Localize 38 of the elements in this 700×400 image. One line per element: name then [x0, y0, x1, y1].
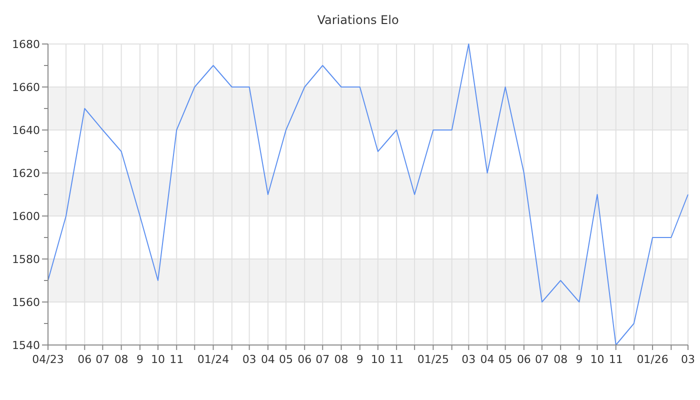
x-tick-label: 06 — [298, 353, 312, 366]
x-tick-label: 10 — [150, 353, 165, 366]
x-tick-label: 9 — [576, 353, 583, 366]
x-tick-label: 01/24 — [197, 353, 230, 366]
x-tick-label: 07 — [316, 353, 330, 366]
x-tick-label: 05 — [498, 353, 512, 366]
x-tick-label: 08 — [554, 353, 568, 366]
x-tick-label: 9 — [356, 353, 364, 366]
chart-title: Variations Elo — [317, 13, 399, 27]
x-tick-label: 03 — [681, 353, 695, 366]
x-tick-label: 9 — [136, 353, 144, 366]
x-tick-label: 08 — [334, 353, 348, 366]
y-tick-label: 1600 — [12, 210, 40, 223]
x-tick-label: 10 — [370, 353, 385, 366]
x-tick-label: 10 — [590, 353, 604, 366]
y-tick-label: 1640 — [12, 124, 40, 137]
x-tick-label: 04/23 — [32, 353, 64, 366]
x-tick-label: 05 — [278, 353, 293, 366]
y-tick-label: 1680 — [12, 38, 40, 51]
x-tick-label: 11 — [170, 353, 184, 366]
y-tick-label: 1620 — [12, 166, 40, 180]
x-tick-label: 03 — [242, 353, 256, 366]
x-tick-label: 06 — [516, 353, 531, 366]
x-tick-label: 04 — [260, 353, 275, 366]
x-tick-label: 01/25 — [417, 353, 450, 366]
y-tick-label: 1540 — [12, 338, 40, 352]
x-tick-label: 03 — [462, 353, 476, 366]
y-tick-label: 1660 — [12, 80, 40, 94]
x-tick-label: 06 — [78, 353, 92, 366]
x-tick-label: 07 — [96, 353, 110, 366]
x-tick-label: 08 — [114, 353, 128, 366]
y-tick-label: 1580 — [12, 252, 40, 266]
x-tick-label: 11 — [390, 353, 404, 366]
x-tick-label: 01/26 — [636, 353, 668, 366]
x-tick-label: 11 — [608, 353, 623, 366]
y-tick-label: 1560 — [12, 296, 40, 309]
x-tick-label: 07 — [534, 353, 549, 366]
x-tick-label: 04 — [480, 353, 494, 366]
